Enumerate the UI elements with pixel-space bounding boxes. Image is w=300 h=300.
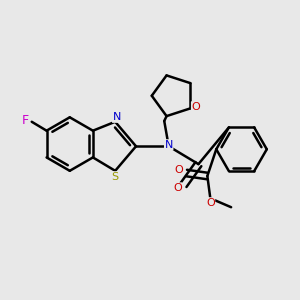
Text: O: O <box>191 102 200 112</box>
Text: O: O <box>206 198 215 208</box>
Text: N: N <box>164 140 173 150</box>
Text: O: O <box>175 165 184 175</box>
Text: F: F <box>22 114 29 127</box>
Text: N: N <box>112 112 121 122</box>
Text: O: O <box>173 183 182 193</box>
Text: S: S <box>112 172 119 182</box>
